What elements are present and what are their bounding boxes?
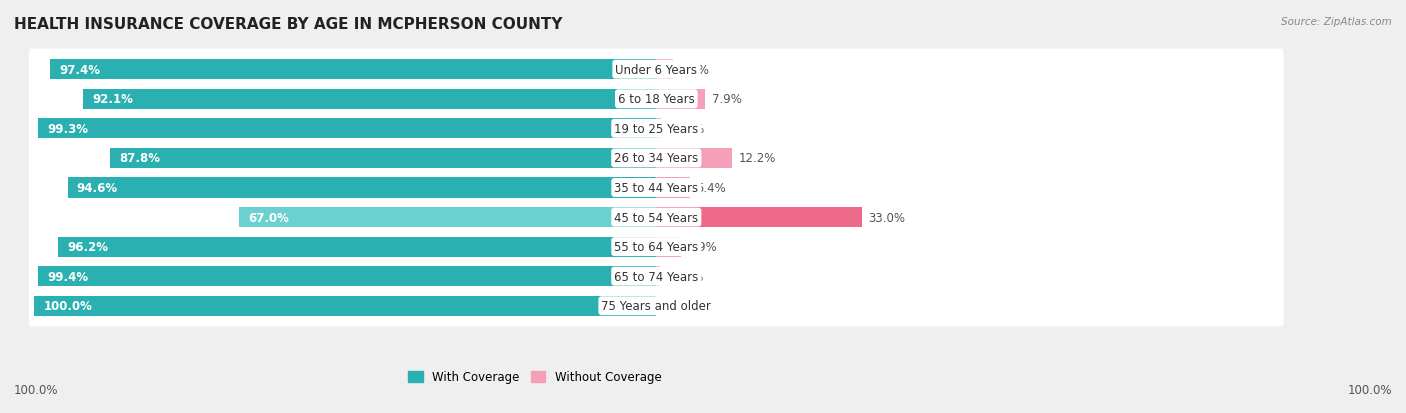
Text: 65 to 74 Years: 65 to 74 Years xyxy=(614,270,699,283)
Text: 99.3%: 99.3% xyxy=(48,123,89,135)
Text: Source: ZipAtlas.com: Source: ZipAtlas.com xyxy=(1281,17,1392,26)
Bar xyxy=(657,119,661,139)
FancyBboxPatch shape xyxy=(30,256,1284,297)
Text: 100.0%: 100.0% xyxy=(14,384,59,396)
FancyBboxPatch shape xyxy=(30,226,1284,268)
Bar xyxy=(83,90,657,109)
Text: 67.0%: 67.0% xyxy=(249,211,290,224)
Text: Under 6 Years: Under 6 Years xyxy=(616,64,697,76)
FancyBboxPatch shape xyxy=(30,138,1284,179)
Bar xyxy=(657,149,733,169)
Text: 45 to 54 Years: 45 to 54 Years xyxy=(614,211,699,224)
Text: 100.0%: 100.0% xyxy=(44,299,93,313)
FancyBboxPatch shape xyxy=(30,79,1284,120)
Text: 92.1%: 92.1% xyxy=(93,93,134,106)
Bar xyxy=(657,266,659,287)
Text: 19 to 25 Years: 19 to 25 Years xyxy=(614,123,699,135)
Text: 87.8%: 87.8% xyxy=(120,152,160,165)
Text: 96.2%: 96.2% xyxy=(67,240,108,254)
Text: 3.9%: 3.9% xyxy=(686,240,717,254)
FancyBboxPatch shape xyxy=(30,167,1284,209)
Bar xyxy=(657,237,681,257)
Bar xyxy=(58,237,657,257)
Text: 33.0%: 33.0% xyxy=(868,211,905,224)
Bar xyxy=(657,90,706,109)
Bar xyxy=(110,149,657,169)
Text: 0.61%: 0.61% xyxy=(666,270,703,283)
Bar xyxy=(38,119,657,139)
Text: 100.0%: 100.0% xyxy=(1347,384,1392,396)
Bar xyxy=(67,178,657,198)
Bar xyxy=(239,207,657,228)
Text: 12.2%: 12.2% xyxy=(738,152,776,165)
Text: 26 to 34 Years: 26 to 34 Years xyxy=(614,152,699,165)
FancyBboxPatch shape xyxy=(30,285,1284,327)
Bar xyxy=(657,207,862,228)
Legend: With Coverage, Without Coverage: With Coverage, Without Coverage xyxy=(404,366,666,388)
FancyBboxPatch shape xyxy=(30,197,1284,238)
Bar xyxy=(657,60,673,80)
Bar xyxy=(38,266,657,287)
Text: 7.9%: 7.9% xyxy=(711,93,741,106)
Bar xyxy=(34,296,657,316)
Bar xyxy=(657,178,690,198)
Text: 55 to 64 Years: 55 to 64 Years xyxy=(614,240,699,254)
Text: 5.4%: 5.4% xyxy=(696,182,725,195)
Text: 6 to 18 Years: 6 to 18 Years xyxy=(619,93,695,106)
FancyBboxPatch shape xyxy=(30,50,1284,91)
Text: 0.0%: 0.0% xyxy=(662,299,692,313)
Text: 0.69%: 0.69% xyxy=(666,123,704,135)
Text: 35 to 44 Years: 35 to 44 Years xyxy=(614,182,699,195)
Text: 94.6%: 94.6% xyxy=(77,182,118,195)
Text: 2.7%: 2.7% xyxy=(679,64,709,76)
Text: 75 Years and older: 75 Years and older xyxy=(602,299,711,313)
Text: 97.4%: 97.4% xyxy=(59,64,100,76)
Bar xyxy=(51,60,657,80)
FancyBboxPatch shape xyxy=(30,108,1284,150)
Text: HEALTH INSURANCE COVERAGE BY AGE IN MCPHERSON COUNTY: HEALTH INSURANCE COVERAGE BY AGE IN MCPH… xyxy=(14,17,562,31)
Text: 99.4%: 99.4% xyxy=(46,270,89,283)
